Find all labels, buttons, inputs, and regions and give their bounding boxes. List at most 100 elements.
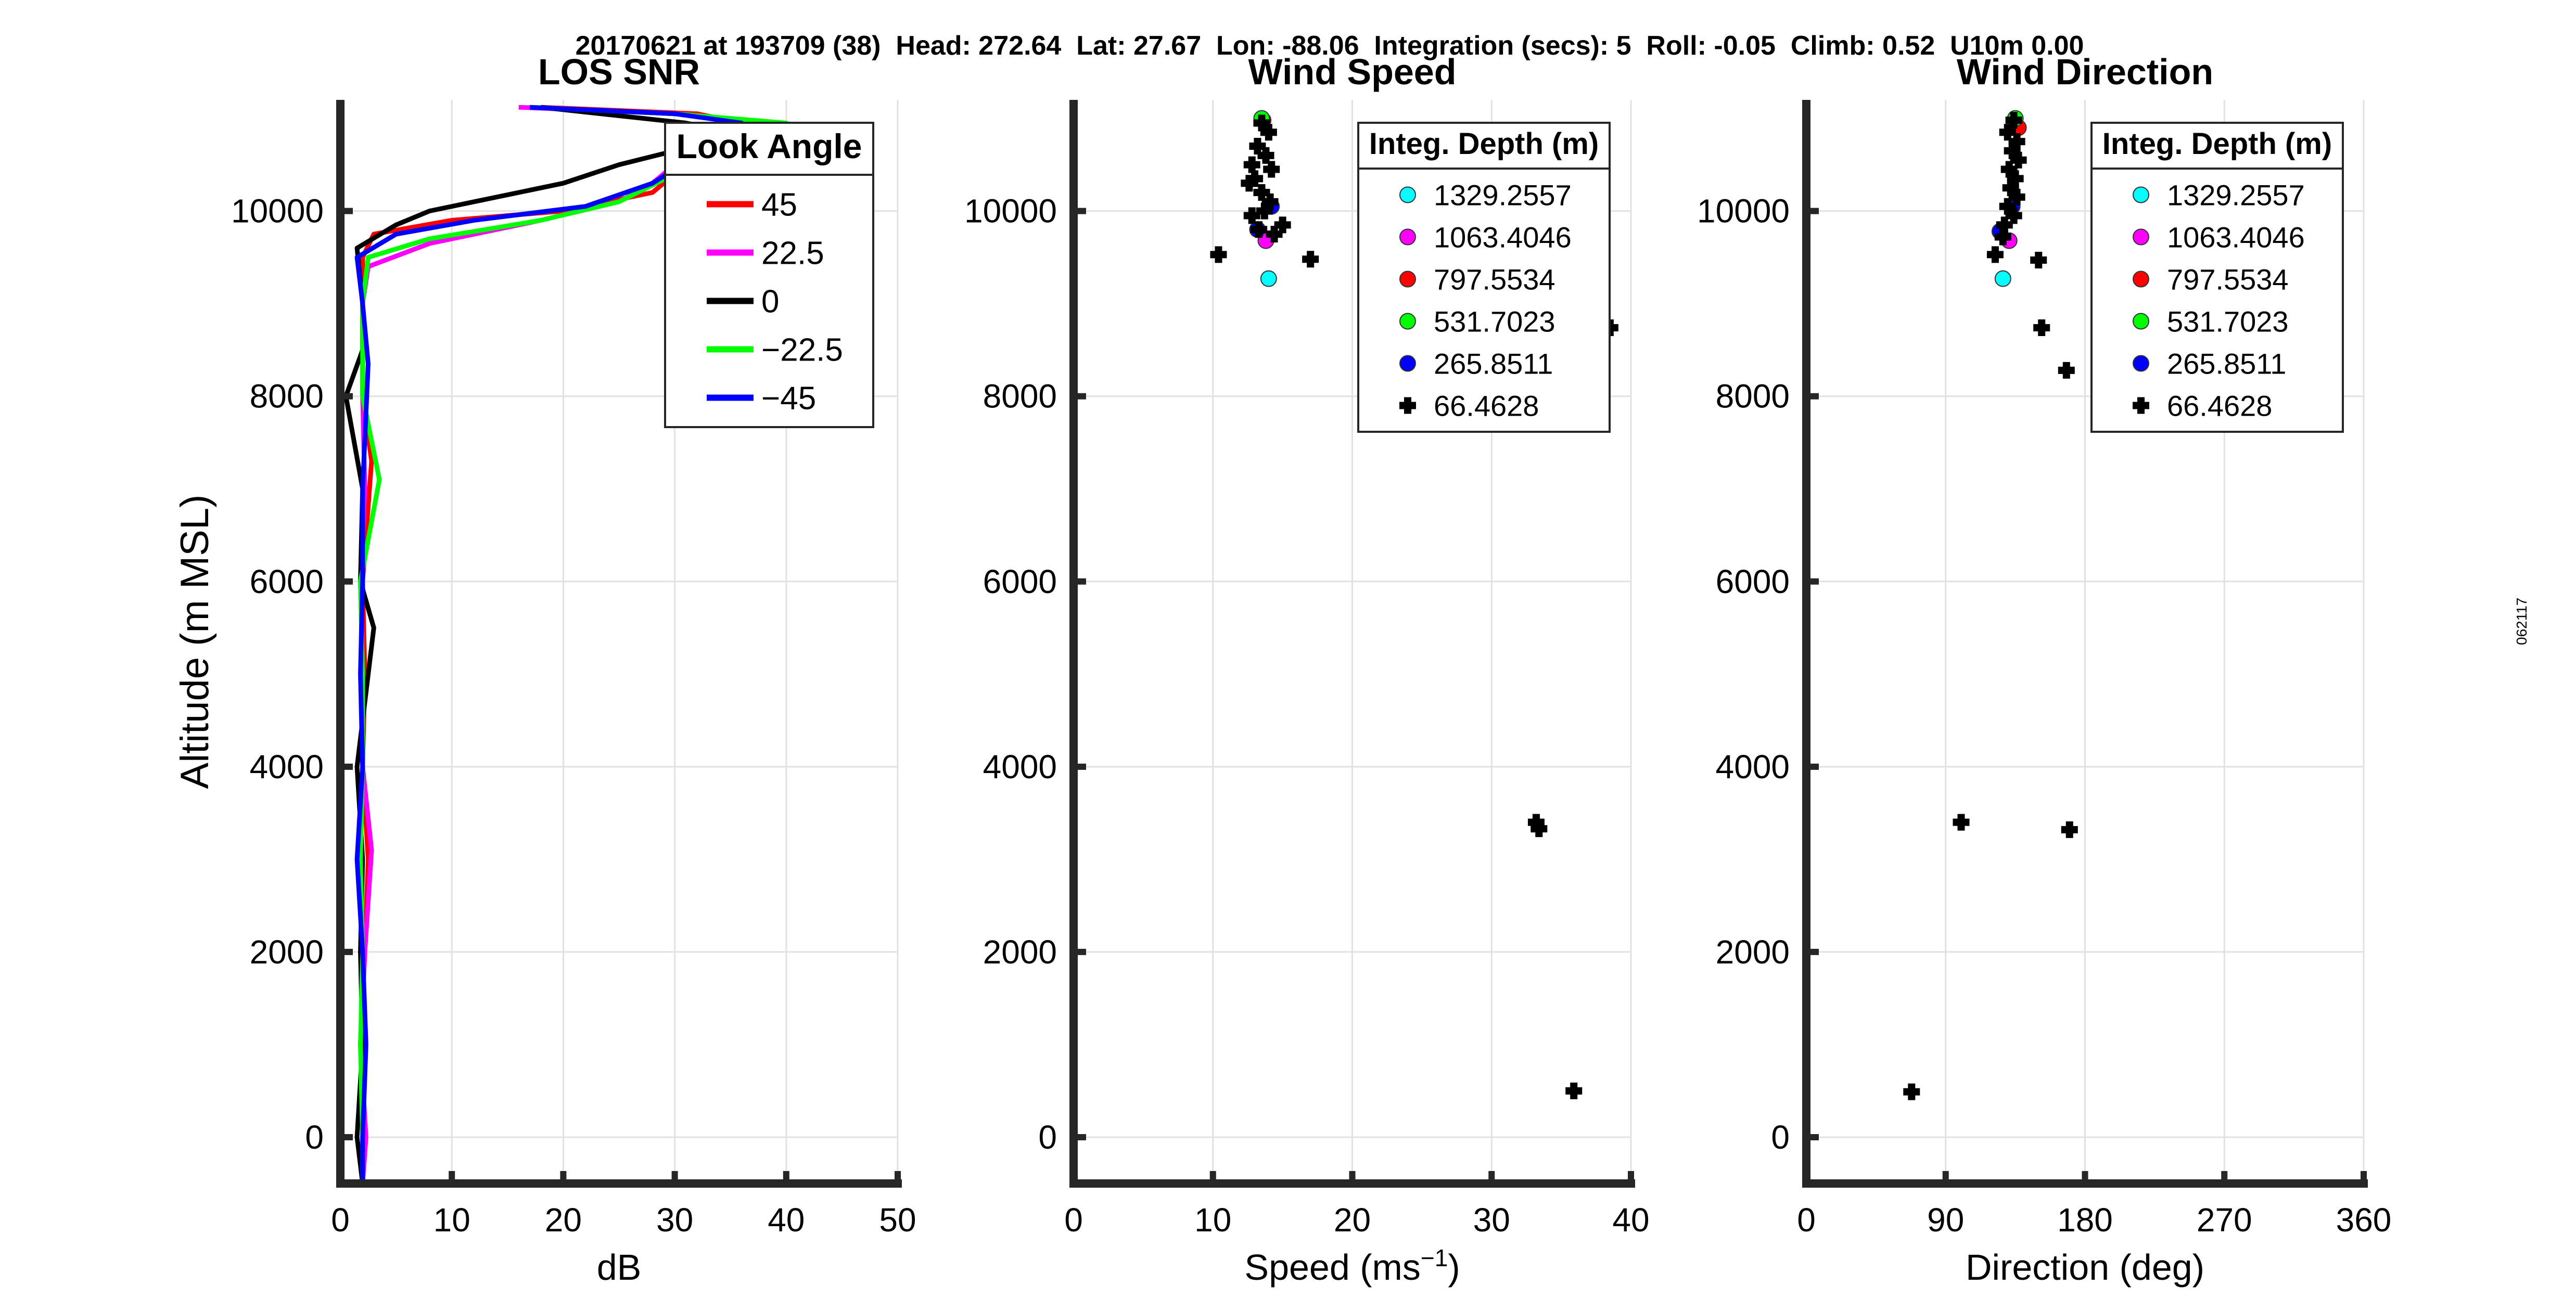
legend-swatch-marker [1399, 355, 1416, 372]
chart-title: LOS SNR [538, 52, 700, 92]
y-tick-label: 8000 [983, 378, 1057, 415]
y-tick-label: 6000 [983, 563, 1057, 600]
data-point [1260, 270, 1277, 287]
data-point-plus [1243, 156, 1260, 173]
legend-entry-label: 797.5534 [2167, 263, 2289, 296]
x-tick-label: 40 [768, 1201, 805, 1239]
legend-swatch-marker [2133, 355, 2149, 372]
data-point-plus [2030, 251, 2047, 268]
data-point-plus [1994, 228, 2011, 246]
legend-title: Integ. Depth (m) [2102, 127, 2332, 161]
x-tick-label: 10 [1194, 1201, 1231, 1239]
x-tick-label: 0 [1064, 1201, 1083, 1239]
y-tick-label: 2000 [250, 933, 324, 971]
data-point-plus [1565, 1082, 1583, 1099]
x-tick-label: 40 [1612, 1201, 1649, 1239]
data-point-plus [2008, 188, 2025, 205]
figure-supertitle: 20170621 at 193709 (38) Head: 272.64 Lat… [575, 31, 2084, 61]
data-point-plus [2002, 179, 2019, 197]
legend-swatch-marker [2133, 313, 2149, 330]
data-point-plus [2058, 362, 2075, 379]
legend-swatch-marker [1399, 186, 1416, 203]
data-point-plus [1210, 246, 1227, 263]
wind-direction-chart: 0 90 180 270 360 0 2000 4000 6000 8000 10000 Wind D… [1697, 52, 2391, 1288]
legend-box [664, 122, 874, 428]
legend-entry-label: 265.8511 [2167, 348, 2286, 380]
x-tick-label: 20 [545, 1201, 582, 1239]
data-point-plus [1260, 124, 1277, 141]
x-tick-label: 50 [879, 1201, 916, 1239]
legend-entry-label: 22.5 [761, 236, 824, 272]
legend-swatch-marker [1399, 228, 1416, 246]
legend-entry-label: 1329.2557 [2167, 179, 2305, 212]
legend-swatch-marker [2133, 186, 2149, 203]
plot-data [1210, 110, 1618, 1099]
x-tick-label: 30 [1473, 1201, 1510, 1239]
wind-speed-chart: 0 10 20 30 40 0 2000 4000 6000 8000 10000 Wind Spee… [964, 52, 1650, 1288]
data-point-plus [1531, 820, 1548, 838]
data-point-plus [2004, 142, 2021, 159]
x-tick-label: 0 [1797, 1201, 1816, 1239]
data-point-plus [2033, 319, 2050, 336]
legend-entry-label: 66.4628 [1434, 390, 1539, 422]
legend-swatch-marker [1399, 271, 1416, 288]
x-axis-label: Direction (deg) [1966, 1247, 2204, 1288]
data-point-plus [2010, 151, 2027, 169]
legend-entry-label: 45 [761, 187, 797, 223]
y-tick-label: 10000 [964, 192, 1057, 230]
x-tick-label: 270 [2197, 1201, 2252, 1239]
y-tick-label: 4000 [1716, 748, 1790, 786]
legend-swatch-marker [2133, 228, 2149, 246]
y-tick-label: 6000 [1716, 563, 1790, 600]
y-tick-label: 2000 [1716, 933, 1790, 971]
data-point-plus [1251, 221, 1268, 238]
legend-entry-label: 1063.4046 [1434, 221, 1572, 254]
y-tick-label: 0 [1771, 1118, 1790, 1156]
y-tick-label: 2000 [983, 933, 1057, 971]
legend-swatch-plus [1399, 397, 1416, 414]
date-stamp: 062117 [2514, 597, 2530, 645]
data-point-plus [1986, 246, 2004, 263]
data-point [1994, 270, 2011, 287]
y-tick-label: 10000 [231, 192, 324, 230]
data-point-plus [2000, 161, 2018, 178]
x-tick-label: 180 [2057, 1201, 2113, 1239]
data-point-plus [1243, 207, 1260, 224]
los-snr-chart: 0 10 20 30 40 50 0 2000 4000 6000 8000 10000 LOS SNR… [173, 52, 916, 1288]
data-point-plus [1256, 202, 1273, 220]
legend-entry-label: 1329.2557 [1434, 179, 1572, 212]
y-tick-label: 0 [305, 1118, 324, 1156]
data-point-plus [1903, 1083, 1920, 1100]
data-point-plus [1253, 114, 1270, 132]
data-point-plus [2008, 133, 2025, 150]
legend-box [1357, 122, 1611, 433]
x-tick-label: 0 [331, 1201, 350, 1239]
data-point-plus [1263, 161, 1280, 178]
y-tick-label: 10000 [1697, 192, 1790, 230]
y-axis-label: Altitude (m MSL) [173, 495, 217, 789]
data-point-plus [2005, 112, 2022, 129]
legend-title: Look Angle [677, 127, 862, 165]
data-point-plus [2061, 821, 2078, 838]
data-point-plus [1257, 147, 1274, 164]
y-tick-label: 8000 [250, 378, 324, 415]
legend-entry-label: 531.7023 [2167, 305, 2289, 338]
legend-entry-label: 797.5534 [1434, 263, 1555, 296]
legend-entry-label: 265.8511 [1434, 348, 1553, 380]
data-point-plus [1266, 226, 1283, 243]
legend-swatch-marker [1399, 313, 1416, 330]
legend-entry-label: 0 [761, 284, 779, 320]
x-tick-label: 10 [433, 1201, 470, 1239]
data-point-plus [1253, 184, 1270, 201]
y-tick-label: 8000 [1716, 378, 1790, 415]
y-tick-label: 6000 [250, 563, 324, 600]
data-point-plus [1999, 198, 2016, 215]
x-axis-label: Speed (ms−1) [1244, 1244, 1460, 1288]
data-point-plus [1261, 193, 1279, 210]
legend-entry-label: 531.7023 [1434, 305, 1555, 338]
data-point-plus [1241, 175, 1258, 192]
plot-data [1903, 110, 2078, 1100]
legend-swatch-plus [2133, 397, 2149, 414]
data-point-plus [1999, 124, 2016, 141]
x-axis-label-superscript: −1 [1421, 1244, 1448, 1271]
